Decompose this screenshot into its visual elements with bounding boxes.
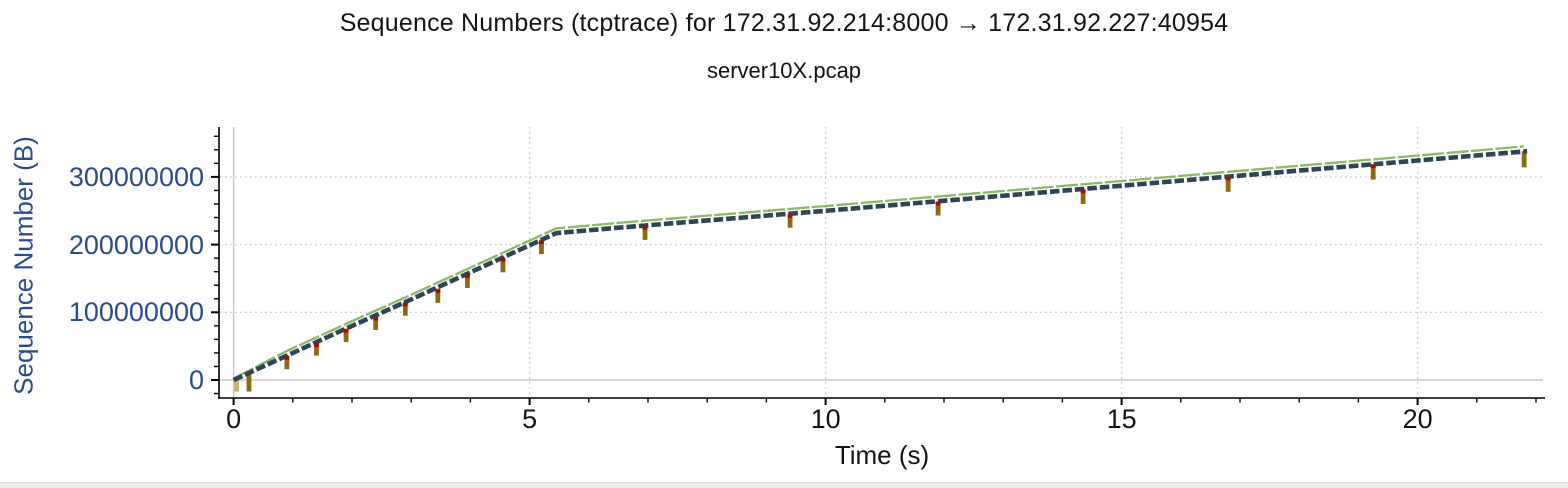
sack-bar (465, 273, 470, 288)
gridlines (220, 127, 1543, 397)
retransmission-mark (1370, 164, 1376, 169)
axis-ticks (211, 135, 1537, 405)
retransmission-mark (314, 343, 319, 347)
sack-bar (1080, 189, 1086, 204)
sack-bar (642, 225, 648, 240)
sack-bar (935, 201, 941, 216)
sack-bar (343, 328, 349, 343)
sack-bar (373, 316, 379, 330)
y-tick-label: 100000000 (68, 297, 204, 328)
dialog-bottom-strip (0, 482, 1568, 488)
chart-subtitle: server10X.pcap (706, 58, 862, 83)
retransmission-mark (500, 258, 506, 262)
sack-bar (1370, 164, 1376, 180)
retransmission-mark (539, 240, 544, 245)
retransmission-mark (435, 289, 441, 293)
sack-bar (1225, 176, 1231, 192)
y-tick-label: 0 (188, 365, 204, 395)
y-tick-label: 200000000 (68, 229, 204, 260)
x-tick-label: 20 (1402, 404, 1433, 434)
sack-bars (234, 151, 1527, 392)
sack-bar (500, 257, 506, 273)
x-tick-label: 5 (522, 404, 538, 434)
zero-gridlines (220, 127, 1543, 397)
sack-bar (1521, 151, 1527, 168)
y-tick-label: 300000000 (68, 161, 204, 192)
sack-bar (314, 342, 319, 356)
receive-window-line (233, 145, 1525, 380)
x-tick-label: 10 (810, 404, 841, 434)
retransmission-mark (284, 356, 290, 360)
retransmission-mark (935, 202, 941, 206)
retransmission-mark (343, 329, 349, 333)
retransmission-mark (402, 302, 408, 307)
sack-bar (787, 213, 793, 228)
x-tick-label: 0 (226, 404, 242, 434)
sack-bar (539, 239, 544, 255)
retransmission-mark (1080, 189, 1086, 194)
retransmission-mark (1225, 177, 1231, 181)
retransmission-mark (787, 214, 793, 218)
retransmission-mark (642, 226, 648, 230)
retransmission-mark (465, 274, 470, 278)
tcp-segments-line (232, 148, 1528, 383)
sack-bar (246, 374, 252, 392)
sack-bar (234, 378, 239, 392)
x-tick-label: 15 (1106, 404, 1137, 434)
retransmission-marks (284, 164, 1376, 360)
sack-bar (435, 288, 441, 303)
sack-bar (284, 355, 290, 370)
x-axis-label: Time (s) (834, 440, 930, 470)
sack-bar (402, 302, 408, 316)
chart-title: Sequence Numbers (tcptrace) for 172.31.9… (339, 9, 1229, 37)
retransmission-mark (373, 317, 379, 321)
